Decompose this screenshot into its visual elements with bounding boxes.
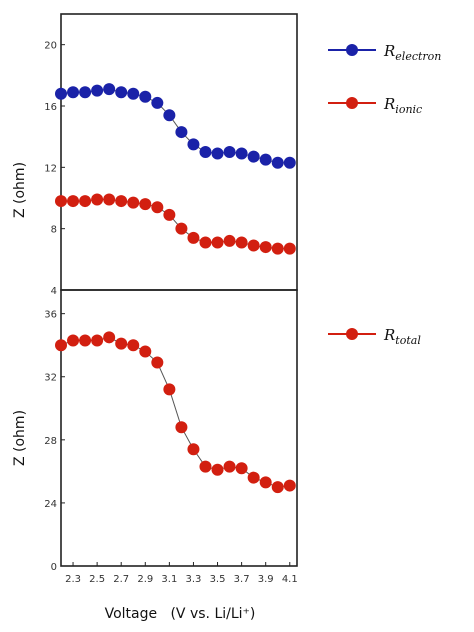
bottom-point-total-4 — [103, 331, 116, 344]
top-point-ionic-15 — [235, 236, 248, 249]
top-y-tick-label-0: 4 — [51, 286, 57, 297]
legend-label-total: Rtotal — [383, 326, 421, 347]
top-panel-plot — [55, 83, 296, 255]
bottom-point-total-8 — [151, 356, 164, 369]
bottom-point-total-7 — [139, 345, 152, 358]
top-y-tick-label-3: 16 — [44, 102, 57, 113]
bottom-point-total-5 — [115, 337, 128, 350]
top-point-electron-9 — [163, 109, 176, 122]
legend-label-ionic: Rionic — [383, 95, 422, 116]
bottom-point-total-6 — [127, 339, 140, 352]
top-point-electron-12 — [199, 146, 212, 158]
bottom-point-total-3 — [91, 334, 104, 347]
bottom-point-total-0 — [55, 339, 67, 352]
top-point-electron-6 — [127, 87, 140, 100]
top-point-ionic-2 — [79, 195, 92, 208]
top-point-ionic-1 — [67, 195, 80, 208]
bottom-series-total-line — [60, 336, 290, 488]
top-point-ionic-6 — [127, 196, 140, 209]
x-tick-label-2: 2.7 — [113, 574, 129, 585]
x-tick-label-1: 2.5 — [89, 574, 105, 585]
x-tick-label-5: 3.3 — [185, 574, 201, 585]
bottom-y-tick-label-3: 32 — [44, 373, 57, 384]
axis-ticks: 4 8 12 16 20 0 24 28 32 36 2.3 2.5 2.7 2.9 3.1 3.3 3.5 3.… — [44, 41, 297, 585]
top-point-ionic-9 — [163, 208, 176, 221]
top-point-electron-18 — [271, 156, 284, 169]
x-axis-label: Voltage (V vs. Li/Li⁺) — [105, 606, 256, 622]
top-point-ionic-11 — [187, 231, 200, 244]
top-point-ionic-10 — [175, 222, 188, 235]
top-point-ionic-0 — [55, 195, 67, 208]
top-y-axis-label: Z (ohm) — [12, 162, 28, 218]
x-tick-label-9: 4.1 — [282, 574, 298, 585]
x-tick-label-0: 2.3 — [65, 574, 81, 585]
top-y-tick-label-2: 12 — [44, 163, 57, 174]
bottom-point-total-9 — [163, 383, 176, 396]
top-point-electron-8 — [151, 96, 164, 109]
top-point-electron-15 — [235, 147, 248, 160]
top-point-electron-16 — [247, 150, 260, 163]
bottom-point-total-11 — [187, 443, 200, 456]
top-point-electron-11 — [187, 138, 200, 151]
top-point-ionic-7 — [139, 198, 152, 211]
bottom-point-total-19 — [283, 479, 296, 492]
top-point-ionic-18 — [271, 242, 284, 255]
bottom-y-tick-label-4: 36 — [44, 310, 57, 321]
top-y-tick-label-4: 20 — [44, 41, 57, 52]
top-point-electron-4 — [103, 83, 116, 96]
top-point-ionic-14 — [223, 234, 236, 247]
top-point-electron-10 — [175, 126, 188, 139]
top-point-ionic-13 — [211, 236, 224, 249]
bottom-y-axis-label: Z (ohm) — [12, 410, 28, 466]
bottom-panel-plot — [55, 331, 296, 494]
top-point-electron-5 — [115, 86, 128, 99]
bottom-point-total-16 — [247, 471, 260, 484]
top-point-electron-19 — [283, 156, 296, 169]
top-point-electron-14 — [223, 146, 236, 158]
top-point-electron-7 — [139, 90, 152, 103]
top-point-ionic-3 — [91, 193, 104, 206]
bottom-point-total-17 — [259, 476, 272, 489]
top-point-electron-13 — [211, 147, 224, 160]
top-point-electron-0 — [55, 87, 67, 100]
x-tick-label-3: 2.9 — [137, 574, 153, 585]
x-tick-label-7: 3.7 — [234, 574, 250, 585]
top-y-tick-label-1: 8 — [51, 225, 57, 236]
bottom-y-tick-label-0: 0 — [51, 562, 57, 573]
top-point-ionic-5 — [115, 195, 128, 208]
bottom-point-total-12 — [199, 460, 212, 473]
bottom-point-total-13 — [211, 463, 224, 476]
top-point-ionic-17 — [259, 241, 272, 254]
bottom-point-total-10 — [175, 421, 188, 434]
legend-bottom: Rtotal — [328, 326, 421, 347]
top-point-electron-2 — [79, 86, 92, 99]
top-point-ionic-19 — [283, 242, 296, 255]
bottom-point-total-2 — [79, 334, 92, 347]
bottom-point-total-18 — [271, 481, 284, 494]
bottom-panel-frame — [60, 289, 298, 567]
bottom-y-tick-label-1: 24 — [44, 499, 57, 510]
x-tick-label-8: 3.9 — [258, 574, 274, 585]
top-point-electron-3 — [91, 84, 104, 97]
legend-top: Relectron Rionic — [328, 42, 441, 116]
top-point-electron-1 — [67, 86, 80, 99]
bottom-y-tick-label-2: 28 — [44, 436, 57, 447]
top-point-ionic-4 — [103, 193, 116, 206]
bottom-point-total-14 — [223, 460, 236, 473]
top-point-ionic-12 — [199, 236, 212, 249]
legend-label-electron: Relectron — [383, 42, 441, 63]
top-point-electron-17 — [259, 153, 272, 166]
top-point-ionic-16 — [247, 239, 260, 252]
x-tick-label-4: 3.1 — [161, 574, 177, 585]
bottom-point-total-15 — [235, 462, 248, 475]
x-tick-label-6: 3.5 — [210, 574, 226, 585]
top-point-ionic-8 — [151, 201, 164, 214]
bottom-point-total-1 — [67, 334, 80, 347]
